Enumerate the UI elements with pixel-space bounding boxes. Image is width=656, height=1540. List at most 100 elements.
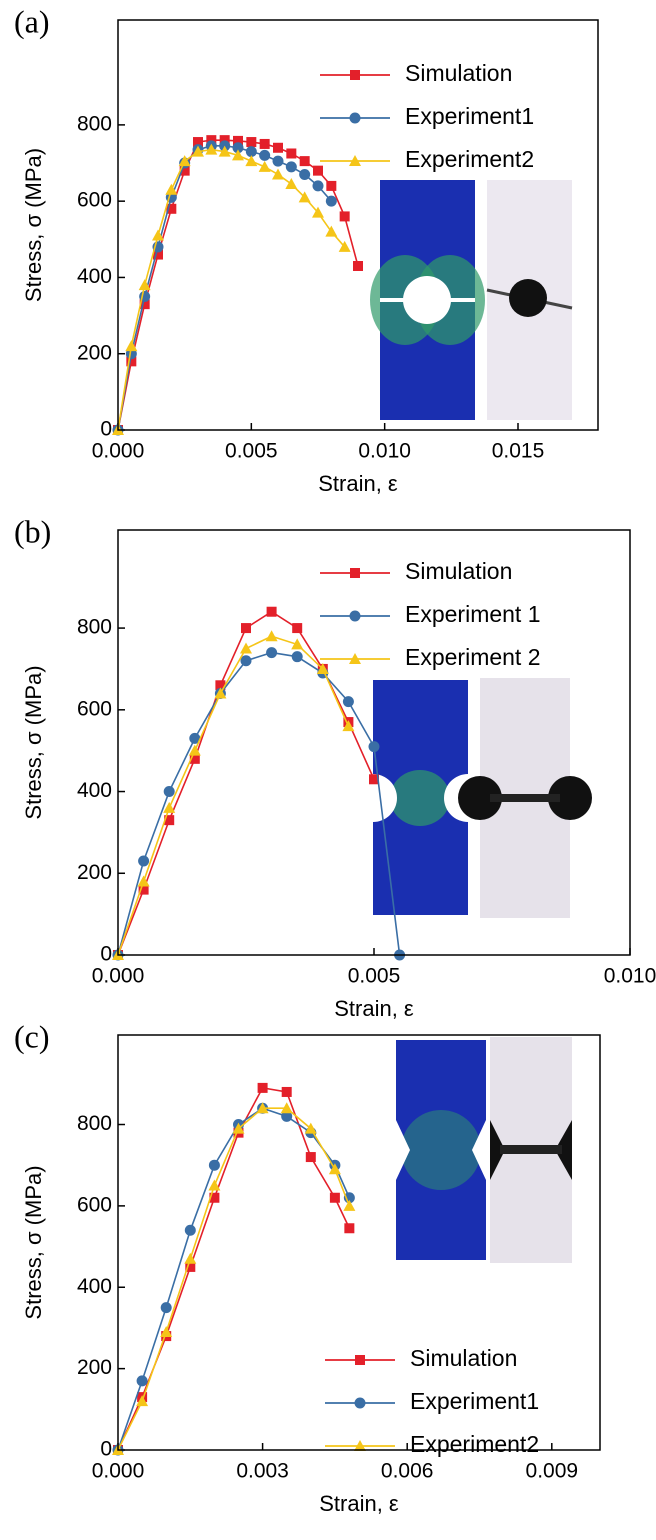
marker [280, 1102, 293, 1114]
y-tick-label: 200 [77, 861, 112, 884]
marker [266, 647, 278, 659]
marker [138, 855, 150, 867]
marker [291, 638, 304, 650]
y-axis-label: Stress, σ (MPa) [21, 1165, 46, 1319]
legend-label: Experiment 2 [405, 644, 541, 670]
marker [232, 149, 244, 161]
marker [291, 651, 303, 663]
marker [185, 1261, 196, 1272]
marker [166, 203, 177, 214]
legend-label: Experiment1 [410, 1388, 539, 1414]
plot-frame [117, 1034, 601, 1451]
marker [232, 142, 244, 154]
marker [152, 229, 164, 241]
marker [312, 180, 324, 192]
marker [281, 1086, 292, 1097]
panel-label: (b) [14, 513, 51, 549]
marker [353, 261, 363, 271]
series-line [117, 1087, 351, 1451]
y-tick-label: 600 [77, 697, 112, 720]
marker [245, 146, 257, 158]
marker [208, 1179, 221, 1191]
marker [205, 143, 218, 155]
marker [233, 135, 243, 146]
y-tick-label: 800 [77, 1112, 112, 1135]
marker [304, 1122, 317, 1134]
y-tick-label: 800 [77, 112, 112, 135]
x-tick-label: 0.000 [92, 1460, 145, 1483]
panel-label: (c) [14, 1018, 50, 1054]
y-tick-label: 400 [77, 779, 112, 802]
marker [325, 225, 338, 237]
marker [163, 801, 176, 813]
marker [178, 155, 191, 167]
marker [350, 568, 360, 578]
inset-c [396, 1037, 572, 1263]
marker [125, 340, 138, 352]
marker [286, 148, 297, 159]
marker [326, 180, 337, 191]
marker [298, 191, 311, 203]
marker [368, 741, 380, 753]
marker [214, 687, 227, 699]
marker [136, 1395, 149, 1407]
marker [232, 1122, 245, 1134]
marker [272, 168, 284, 180]
x-axis-label: Strain, ε [334, 996, 414, 1021]
marker [165, 183, 178, 195]
series-line [117, 145, 332, 431]
marker [272, 155, 284, 167]
marker [193, 137, 203, 148]
marker [126, 356, 137, 367]
y-axis-label: Stress, σ (MPa) [21, 665, 46, 819]
marker [285, 161, 297, 173]
marker [218, 145, 231, 157]
marker [163, 786, 175, 798]
legend-label: Simulation [405, 60, 512, 86]
series-line [117, 651, 401, 956]
marker [184, 1224, 196, 1236]
marker [245, 155, 258, 167]
inset-b [349, 678, 592, 918]
marker [164, 815, 175, 826]
marker [299, 168, 311, 180]
marker [139, 299, 150, 310]
x-tick-label: 0.006 [381, 1460, 434, 1483]
marker [292, 623, 303, 634]
y-tick-label: 200 [77, 1356, 112, 1379]
marker [189, 732, 201, 744]
series-line [117, 635, 350, 956]
y-tick-label: 400 [77, 1275, 112, 1298]
legend-label: Experiment1 [405, 103, 534, 129]
inset-a [370, 180, 573, 420]
y-tick-label: 0 [100, 418, 112, 441]
marker [349, 653, 361, 664]
marker [299, 156, 310, 167]
marker [179, 165, 190, 176]
marker [153, 249, 163, 260]
y-axis-label: Stress, σ (MPa) [21, 148, 46, 302]
legend-label: Experiment 1 [405, 601, 541, 627]
marker [184, 1252, 197, 1264]
x-tick-label: 0.015 [492, 440, 545, 463]
marker [313, 165, 323, 176]
series-line [117, 148, 346, 431]
marker [189, 753, 200, 764]
marker [246, 137, 257, 148]
x-tick-label: 0.010 [358, 440, 411, 463]
y-tick-label: 0 [100, 1438, 112, 1461]
marker [137, 875, 150, 887]
legend-label: Simulation [410, 1345, 517, 1371]
marker [209, 1192, 220, 1203]
marker [138, 884, 149, 895]
y-tick-label: 600 [77, 1193, 112, 1216]
y-tick-label: 0 [100, 943, 112, 966]
marker [328, 1163, 341, 1175]
legend-label: Experiment2 [410, 1431, 539, 1457]
marker [339, 211, 350, 222]
marker [265, 630, 278, 642]
marker [349, 610, 361, 622]
marker [354, 1440, 366, 1451]
x-tick-label: 0.000 [92, 965, 145, 988]
panel-label: (a) [14, 3, 50, 39]
